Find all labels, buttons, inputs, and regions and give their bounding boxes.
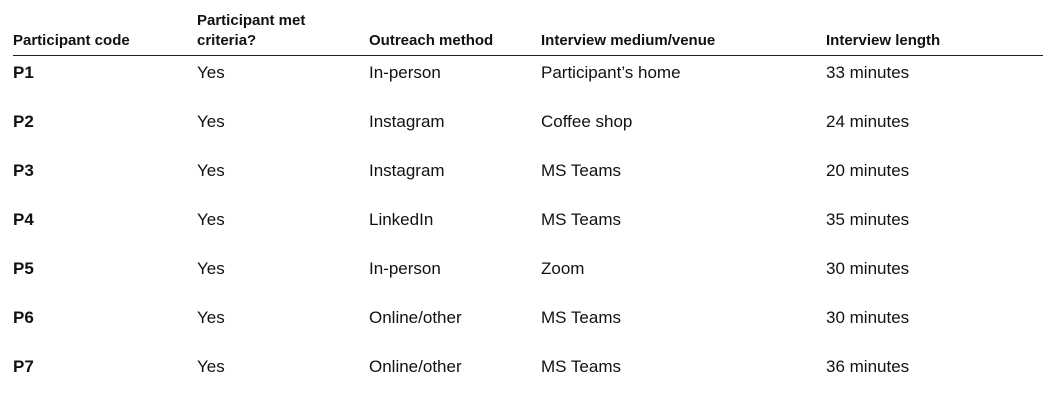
cell-interview-venue: Coffee shop [541,112,633,131]
cell-interview-venue: MS Teams [541,357,621,376]
cell-outreach-method: Instagram [369,112,445,131]
cell-interview-length: 24 minutes [826,112,910,131]
cell-participant-code: P6 [13,308,34,327]
cell-participant-code: P4 [13,210,34,229]
cell-outreach-method: Online/other [369,357,462,376]
cell-outreach-method: In-person [369,63,441,82]
participants-table: Participant code Participant met criteri… [13,8,1043,399]
cell-met-criteria: Yes [197,112,225,131]
cell-interview-venue: Participant’s home [541,63,681,82]
cell-interview-venue: MS Teams [541,161,621,180]
cell-met-criteria: Yes [197,357,225,376]
cell-interview-venue: MS Teams [541,210,621,229]
cell-outreach-method: Instagram [369,161,445,180]
cell-interview-length: 30 minutes [826,259,910,278]
cell-met-criteria: Yes [197,210,225,229]
cell-outreach-method: Online/other [369,308,462,327]
cell-met-criteria: Yes [197,308,225,327]
table-header-row: Participant code Participant met criteri… [13,8,1043,56]
table-row: P2 Yes Instagram Coffee shop 24 minutes [13,105,1043,154]
cell-interview-length: 30 minutes [826,308,910,327]
table-row: P5 Yes In-person Zoom 30 minutes [13,252,1043,301]
cell-interview-length: 36 minutes [826,357,910,376]
header-interview-medium-venue: Interview medium/venue [541,32,716,49]
cell-participant-code: P3 [13,161,34,180]
cell-interview-venue: Zoom [541,259,585,278]
header-participant-code: Participant code [13,32,130,49]
cell-met-criteria: Yes [197,259,225,278]
cell-interview-venue: MS Teams [541,308,621,327]
cell-outreach-method: In-person [369,259,441,278]
cell-participant-code: P1 [13,63,34,82]
cell-interview-length: 20 minutes [826,161,910,180]
cell-met-criteria: Yes [197,63,225,82]
header-interview-length: Interview length [826,32,941,49]
header-outreach-method: Outreach method [369,32,494,49]
table-row: P6 Yes Online/other MS Teams 30 minutes [13,301,1043,350]
cell-participant-code: P7 [13,357,34,376]
table-row: P1 Yes In-person Participant’s home 33 m… [13,56,1043,105]
header-participant-met-criteria: Participant met criteria? [197,12,306,49]
table-row: P7 Yes Online/other MS Teams 36 minutes [13,350,1043,399]
table-row: P4 Yes LinkedIn MS Teams 35 minutes [13,203,1043,252]
cell-met-criteria: Yes [197,161,225,180]
table-body: P1 Yes In-person Participant’s home 33 m… [13,56,1043,399]
cell-participant-code: P2 [13,112,34,131]
cell-interview-length: 33 minutes [826,63,910,82]
table-row: P3 Yes Instagram MS Teams 20 minutes [13,154,1043,203]
cell-participant-code: P5 [13,259,34,278]
cell-outreach-method: LinkedIn [369,210,434,229]
cell-interview-length: 35 minutes [826,210,910,229]
